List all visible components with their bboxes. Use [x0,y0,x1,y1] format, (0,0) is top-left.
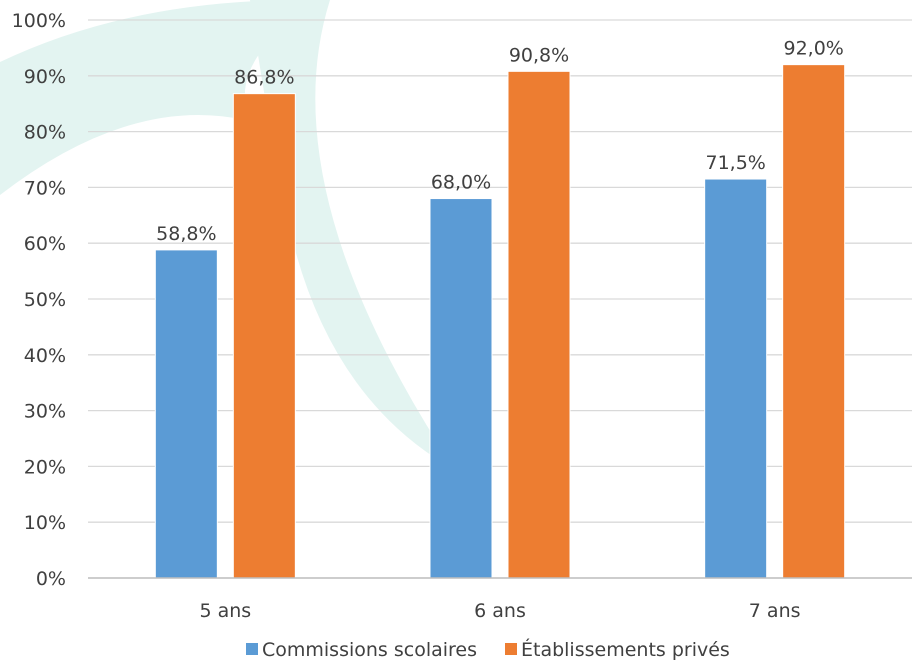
legend-swatch [505,643,517,655]
x-axis: 5 ans 6 ans 7 ans [88,577,912,622]
y-tick-label: 50% [24,289,66,311]
data-label: 92,0% [783,38,843,60]
y-tick-label: 30% [24,401,66,423]
data-label: 90,8% [509,44,569,66]
background-watermark [0,0,455,470]
bars [154,64,846,579]
bar-etablissements-prives [782,64,846,579]
y-tick-label: 80% [24,122,66,144]
watermark-shape [250,0,455,470]
y-tick-label: 70% [24,177,66,199]
bar-etablissements-prives [232,93,296,579]
bar-etablissements-prives [507,70,571,579]
data-label: 71,5% [705,152,765,174]
legend-label: Établissements privés [521,638,730,661]
y-tick-label: 100% [12,10,66,32]
y-tick-label: 10% [24,512,66,534]
data-labels: 58,8% 86,8% 68,0% 90,8% 71,5% 92,0% [156,38,844,245]
watermark-shape [0,0,330,195]
y-tick-label: 40% [24,345,66,367]
legend-label: Commissions scolaires [262,639,477,661]
x-tick-label: 5 ans [199,600,251,622]
x-tick-label: 6 ans [474,600,526,622]
y-tick-label: 60% [24,233,66,255]
bar-commissions-scolaires [154,249,218,579]
y-tick-label: 20% [24,456,66,478]
legend: Commissions scolaires Établissements priv… [246,638,730,661]
bar-commissions-scolaires [704,178,768,579]
y-axis: 0% 10% 20% 30% 40% 50% 60% 70% 80% 90% 100% [12,10,66,590]
y-tick-label: 0% [36,568,66,590]
x-tick-label: 7 ans [749,600,801,622]
data-label: 86,8% [234,67,294,89]
data-label: 58,8% [156,223,216,245]
data-label: 68,0% [431,172,491,194]
bar-commissions-scolaires [429,198,493,579]
legend-swatch [246,643,258,655]
y-tick-label: 90% [24,66,66,88]
